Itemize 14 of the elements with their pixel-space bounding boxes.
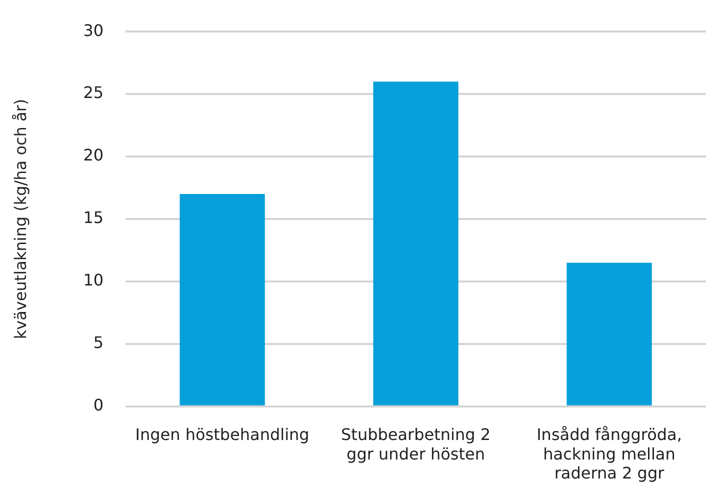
bar (566, 262, 652, 406)
y-tick-label: 15 (83, 208, 104, 228)
x-tick-label: Stubbearbetning 2 ggr under hösten (341, 425, 491, 464)
bar (373, 82, 458, 406)
y-tick-label: 25 (83, 83, 104, 102)
y-tick-label: 20 (83, 146, 104, 165)
y-axis-title: kväveutlakning (kg/ha och år) (10, 98, 30, 340)
y-tick-label: 30 (83, 20, 104, 40)
y-tick-label: 10 (83, 270, 104, 290)
y-tick-label: 5 (93, 333, 104, 352)
x-tick-label: Insådd fånggröda, hackning mellan raderna 2 ggr (536, 425, 682, 483)
x-tick-label: Ingen höstbehandling (135, 425, 310, 444)
y-tick-label: 0 (93, 396, 104, 415)
bar (180, 194, 265, 406)
